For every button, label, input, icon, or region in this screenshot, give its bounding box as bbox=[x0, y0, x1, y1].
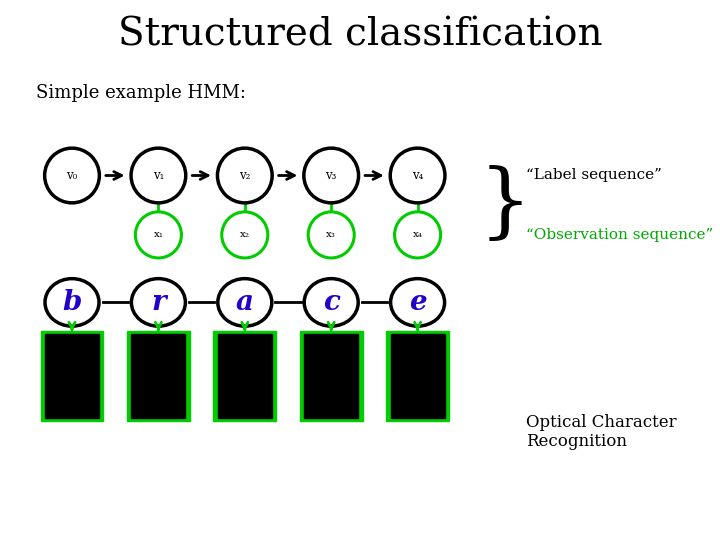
Bar bbox=[218, 334, 272, 418]
Ellipse shape bbox=[390, 148, 445, 203]
Ellipse shape bbox=[135, 212, 181, 258]
Bar bbox=[386, 331, 449, 421]
Bar bbox=[45, 334, 99, 418]
Ellipse shape bbox=[217, 148, 272, 203]
Ellipse shape bbox=[304, 148, 359, 203]
Text: v₀: v₀ bbox=[66, 169, 78, 182]
Ellipse shape bbox=[390, 279, 444, 326]
Ellipse shape bbox=[222, 212, 268, 258]
Ellipse shape bbox=[308, 212, 354, 258]
Text: r: r bbox=[151, 289, 166, 316]
Bar bbox=[127, 331, 189, 421]
Text: a: a bbox=[236, 289, 254, 316]
Ellipse shape bbox=[45, 148, 99, 203]
Text: x₃: x₃ bbox=[326, 231, 336, 239]
Text: x₄: x₄ bbox=[413, 231, 423, 239]
Text: Optical Character
Recognition: Optical Character Recognition bbox=[526, 414, 676, 450]
Ellipse shape bbox=[304, 279, 359, 326]
Bar bbox=[300, 331, 363, 421]
Text: v₃: v₃ bbox=[325, 169, 337, 182]
Text: x₂: x₂ bbox=[240, 231, 250, 239]
Bar bbox=[390, 334, 444, 418]
Ellipse shape bbox=[132, 279, 186, 326]
Ellipse shape bbox=[45, 279, 99, 326]
Text: Structured classification: Structured classification bbox=[117, 16, 603, 53]
Text: }: } bbox=[479, 165, 532, 245]
Ellipse shape bbox=[218, 279, 272, 326]
Text: b: b bbox=[63, 289, 81, 316]
Text: x₁: x₁ bbox=[153, 231, 163, 239]
Bar bbox=[214, 331, 276, 421]
Text: “Label sequence”: “Label sequence” bbox=[526, 168, 662, 183]
Ellipse shape bbox=[395, 212, 441, 258]
Bar bbox=[305, 334, 359, 418]
Text: c: c bbox=[323, 289, 340, 316]
Bar bbox=[132, 334, 186, 418]
Text: v₁: v₁ bbox=[153, 169, 164, 182]
Text: e: e bbox=[409, 289, 426, 316]
Text: v₂: v₂ bbox=[239, 169, 251, 182]
Text: Simple example HMM:: Simple example HMM: bbox=[36, 84, 246, 102]
Text: v₄: v₄ bbox=[412, 169, 423, 182]
Bar bbox=[40, 331, 104, 421]
Ellipse shape bbox=[131, 148, 186, 203]
Text: “Observation sequence”: “Observation sequence” bbox=[526, 228, 713, 242]
